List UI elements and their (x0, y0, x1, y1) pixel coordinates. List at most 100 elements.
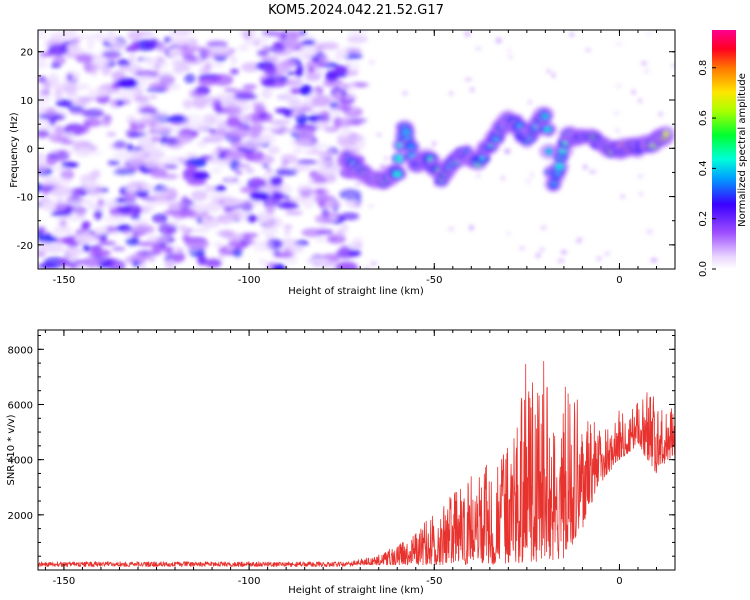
y-tick-label: 8000 (8, 345, 33, 356)
heatmap-cell (206, 40, 229, 48)
heatmap-cell (338, 245, 352, 257)
heatmap-cell (185, 238, 209, 250)
heatmap-cell (402, 91, 408, 96)
heatmap-cell (130, 158, 146, 166)
heatmap-cell (70, 199, 94, 205)
heatmap-cell (333, 90, 343, 102)
heatmap-cell (125, 128, 138, 139)
heatmap-cell (117, 89, 137, 98)
heatmap-cell (205, 215, 215, 220)
y-tick-label: 10 (20, 96, 33, 107)
heatmap-cell (327, 175, 335, 183)
heatmap-cell (225, 151, 246, 160)
heatmap-cell (192, 171, 210, 180)
heatmap-cell (166, 115, 189, 123)
heatmap-cell (301, 39, 316, 46)
heatmap-cell (641, 60, 648, 66)
heatmap-cell (175, 132, 194, 144)
heatmap-cell (506, 232, 511, 236)
heatmap-cell (227, 128, 250, 139)
heatmap-cell (241, 62, 260, 73)
heatmap-cell (148, 82, 166, 90)
heatmap-cell (315, 235, 327, 243)
heatmap-cell (285, 87, 292, 95)
heatmap-cell (365, 266, 369, 269)
heatmap-cell (149, 145, 157, 151)
heatmap-cell (66, 94, 82, 99)
heatmap-cell (159, 190, 176, 197)
heatmap-cell (229, 68, 240, 75)
heatmap-cell (585, 48, 592, 52)
heatmap-cell (97, 241, 117, 246)
y-tick-label: 4000 (8, 456, 33, 467)
heatmap-cell (154, 216, 163, 223)
heatmap-cell (89, 58, 112, 66)
heatmap-cell (305, 72, 322, 82)
heatmap-cell (210, 168, 222, 174)
heatmap-cell (392, 171, 402, 177)
heatmap-cell (42, 187, 50, 196)
heatmap-cell (52, 225, 73, 235)
heatmap-cell (335, 261, 359, 269)
heatmap-cell (105, 55, 120, 60)
heatmap-cell (82, 243, 90, 253)
heatmap-cell (342, 83, 350, 89)
heatmap-cell (182, 99, 193, 110)
heatmap-cell (38, 241, 54, 253)
heatmap-cell (251, 102, 265, 107)
heatmap-cell (173, 65, 184, 75)
heatmap-cell (258, 212, 269, 223)
heatmap-cell (81, 180, 98, 192)
heatmap-cell (250, 178, 268, 186)
heatmap-cell (140, 118, 160, 125)
heatmap-cell (432, 141, 436, 146)
heatmap-cell (368, 204, 374, 208)
heatmap-cell (328, 107, 342, 118)
heatmap-cell (260, 227, 279, 236)
heatmap-cell (296, 128, 316, 141)
heatmap-cell (240, 236, 252, 247)
heatmap-cell (383, 156, 389, 161)
heatmap-cell (168, 48, 176, 54)
heatmap-cell (93, 226, 109, 235)
heatmap-cell (164, 258, 176, 269)
heatmap-cell (50, 210, 72, 217)
heatmap-cell (614, 111, 619, 115)
heatmap-cell (272, 124, 281, 130)
heatmap-cell (265, 202, 276, 215)
heatmap-cell (130, 215, 141, 220)
heatmap-cell (220, 229, 235, 239)
heatmap-cell (176, 248, 184, 256)
heatmap-cell (346, 35, 368, 44)
heatmap-cell (74, 233, 96, 244)
heatmap-cell (236, 163, 251, 169)
heatmap-cell (265, 235, 276, 240)
heatmap-cell (84, 150, 104, 156)
heatmap-cell (47, 44, 69, 56)
heatmap-cell (167, 200, 189, 209)
snr-x-label: Height of straight line (km) (288, 585, 424, 596)
heatmap-cell (616, 84, 621, 88)
colorbar-ticks: 0.0 0.2 0.4 0.6 0.8 (698, 60, 716, 277)
heatmap-cell (240, 201, 254, 213)
heatmap-cell (217, 93, 224, 98)
heatmap-cell (168, 37, 192, 46)
heatmap-cell (154, 199, 170, 205)
heatmap-cell (267, 119, 291, 125)
heatmap-cell (164, 163, 178, 170)
heatmap-cell (299, 84, 313, 96)
heatmap-cell (186, 120, 210, 131)
heatmap-cell (528, 99, 532, 105)
snr-y-label: SNR (10 * v/v) (6, 414, 17, 485)
heatmap-cell (317, 54, 330, 60)
heatmap-cell (136, 76, 155, 82)
heatmap-cell (546, 69, 551, 73)
colorbar-label: Normalized spectral amplitude (737, 73, 748, 227)
heatmap-cell (38, 226, 46, 235)
spectrogram-x-ticks: -150 -100 -50 0 (44, 30, 676, 286)
heatmap-cell (292, 147, 303, 155)
x-tick-label: -150 (53, 275, 76, 286)
heatmap-cell (275, 168, 298, 176)
x-tick-label: 0 (616, 576, 622, 587)
heatmap-cell (134, 69, 159, 78)
